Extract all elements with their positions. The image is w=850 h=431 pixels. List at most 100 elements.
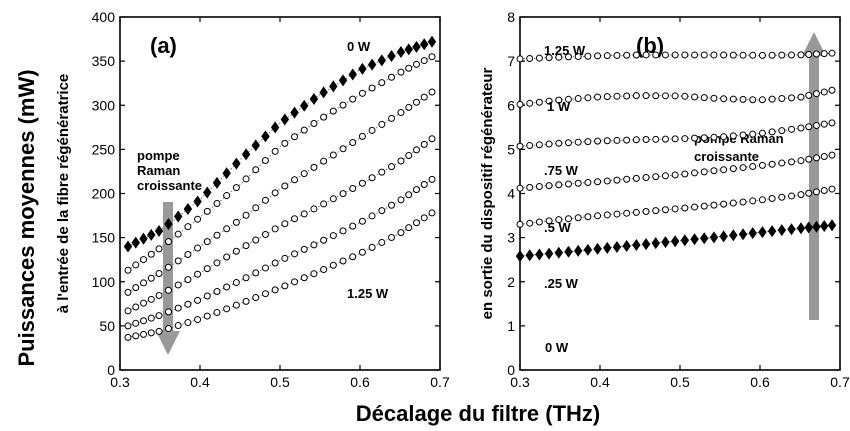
data-point-circle-b (820, 153, 828, 161)
data-point-diamond-b (796, 222, 806, 235)
data-point-circle-b (681, 204, 689, 212)
y-tick-label-b: 4 (507, 186, 515, 202)
data-point-circle-a (232, 301, 240, 309)
data-point-circle-a (184, 250, 192, 258)
y-tick-label-a: 0 (107, 362, 115, 378)
data-point-circle-b (700, 94, 708, 102)
data-point-circle-b (642, 136, 650, 144)
data-point-circle-a (397, 68, 405, 76)
data-point-circle-b (778, 159, 786, 167)
data-point-circle-b (623, 136, 631, 144)
data-point-circle-b (797, 51, 805, 59)
series-label-b: .5 W (544, 220, 571, 235)
y-tick-label-a: 50 (99, 318, 115, 334)
data-point-circle-b (749, 163, 757, 171)
data-point-diamond-b (661, 236, 670, 249)
x-tick-label-a: 0.4 (190, 374, 210, 390)
data-point-circle-b (594, 178, 602, 186)
data-point-circle-a (281, 254, 289, 262)
data-point-circle-a (320, 236, 328, 244)
data-point-circle-a (329, 232, 337, 240)
arrow-label-a: croissante (137, 178, 202, 193)
y-tick-label-a: 300 (92, 97, 116, 113)
arrow-label-a: Raman (137, 163, 180, 178)
data-point-circle-a (291, 278, 299, 286)
data-point-circle-a (378, 238, 386, 246)
data-point-circle-a (164, 238, 172, 246)
data-point-circle-b (603, 137, 611, 145)
data-point-circle-a (164, 286, 172, 294)
data-point-circle-a (420, 140, 428, 148)
data-point-circle-a (184, 319, 192, 327)
data-point-diamond-b (515, 250, 525, 263)
data-point-circle-a (291, 250, 299, 258)
data-point-circle-b (516, 142, 524, 150)
data-point-circle-a (124, 322, 132, 330)
x-tick-label-a: 0.5 (270, 374, 290, 390)
data-point-circle-b (584, 213, 592, 221)
data-point-circle-b (828, 151, 836, 159)
data-point-circle-b (812, 121, 820, 129)
data-point-circle-a (132, 261, 140, 269)
data-point-circle-a (132, 319, 140, 327)
data-point-circle-a (405, 64, 413, 72)
data-point-circle-b (681, 135, 689, 143)
data-point-diamond-a (309, 92, 319, 105)
data-point-circle-b (535, 141, 543, 149)
data-point-circle-b (828, 86, 836, 94)
data-point-circle-a (124, 307, 132, 315)
data-point-circle-a (428, 53, 436, 61)
data-point-circle-b (729, 165, 737, 173)
data-point-circle-b (729, 51, 737, 59)
data-point-circle-a (147, 250, 155, 258)
data-point-circle-a (124, 266, 132, 274)
data-point-circle-a (320, 113, 328, 121)
data-point-circle-a (397, 109, 405, 117)
data-point-circle-a (329, 261, 337, 269)
data-point-circle-b (632, 208, 640, 216)
data-point-circle-b (642, 92, 650, 100)
data-point-circle-a (223, 225, 231, 233)
data-point-circle-b (652, 51, 660, 59)
y-tick-label-b: 2 (507, 274, 515, 290)
data-point-circle-b (584, 179, 592, 187)
data-point-circle-b (691, 93, 699, 101)
data-point-circle-a (368, 126, 376, 134)
data-point-circle-a (271, 147, 279, 155)
data-point-circle-a (339, 145, 347, 153)
data-point-circle-b (812, 188, 820, 196)
data-point-circle-b (700, 134, 708, 142)
data-point-circle-b (768, 195, 776, 203)
data-point-circle-a (420, 57, 428, 65)
data-point-circle-b (828, 49, 836, 57)
data-point-circle-a (203, 312, 211, 320)
data-point-diamond-a (251, 139, 260, 152)
data-point-circle-a (213, 231, 221, 239)
data-point-circle-a (412, 60, 420, 68)
data-point-circle-b (545, 182, 553, 190)
y-tick-label-b: 0 (507, 362, 515, 378)
data-point-circle-a (428, 135, 436, 143)
data-point-circle-a (213, 199, 221, 207)
data-point-circle-a (428, 88, 436, 96)
data-point-circle-a (358, 89, 366, 97)
series-label-b: .25 W (544, 276, 579, 291)
data-point-circle-b (749, 197, 757, 205)
data-point-circle-b (739, 131, 747, 139)
data-point-circle-b (594, 93, 602, 101)
data-point-circle-b (797, 191, 805, 199)
data-point-circle-b (516, 220, 524, 228)
data-point-circle-b (574, 214, 582, 222)
data-point-circle-a (310, 241, 318, 249)
data-point-circle-b (739, 95, 747, 103)
data-point-diamond-b (748, 227, 757, 240)
data-point-diamond-a (164, 218, 173, 231)
data-point-circle-a (320, 200, 328, 208)
data-point-diamond-b (729, 229, 738, 242)
data-point-diamond-b (573, 244, 583, 257)
data-point-circle-a (339, 227, 347, 235)
data-point-circle-b (555, 216, 563, 224)
data-point-circle-a (388, 73, 396, 81)
data-point-circle-b (758, 51, 766, 59)
data-point-circle-a (397, 157, 405, 165)
